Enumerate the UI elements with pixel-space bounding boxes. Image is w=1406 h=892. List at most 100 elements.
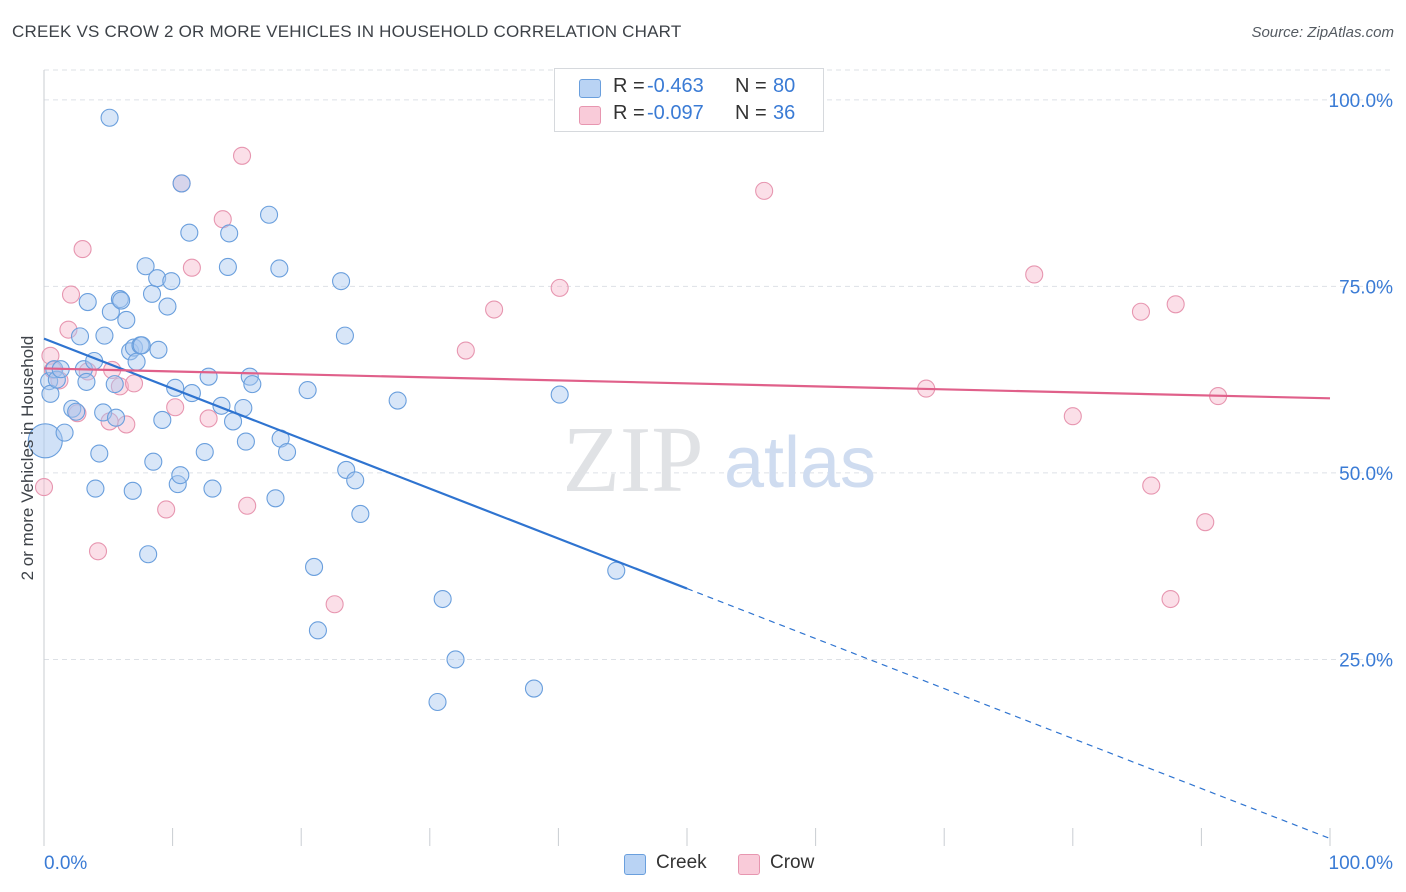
creek-point	[158, 297, 177, 316]
creek-n-value: 80	[773, 75, 796, 97]
crow-point	[238, 496, 257, 515]
creek-point	[428, 692, 447, 712]
source-label: Source: ZipAtlas.com	[1251, 24, 1394, 41]
creek-point	[172, 174, 191, 193]
crow-point	[34, 478, 54, 497]
crow-point	[124, 374, 144, 393]
creek-point	[335, 326, 354, 345]
creek-point	[243, 375, 262, 394]
creek-point	[446, 650, 465, 669]
creek-point	[337, 460, 356, 479]
creek-point	[270, 259, 289, 278]
tick-labels: 25.0% 50.0% 75.0% 100.0% 0.0% 100.0%	[44, 91, 1393, 874]
x-tick-label-max: 100.0%	[1329, 853, 1394, 874]
crow-swatch	[579, 106, 601, 125]
creek-point	[139, 545, 158, 564]
crow-point	[550, 278, 569, 297]
creek-point	[550, 385, 569, 404]
creek-point	[86, 479, 105, 498]
creek-point	[305, 557, 324, 576]
creek-point	[218, 257, 237, 277]
y-tick-label: 50.0%	[1339, 464, 1393, 485]
creek-point	[203, 479, 222, 498]
crow-point	[1142, 476, 1161, 495]
creek-point	[259, 205, 279, 224]
crow-point	[1161, 589, 1180, 609]
crow-point	[485, 300, 504, 319]
creek-point	[236, 432, 255, 451]
creek-point	[180, 223, 199, 242]
creek-point	[524, 679, 544, 698]
crow-point	[41, 346, 60, 365]
creek-point	[308, 621, 327, 640]
creek-point	[199, 367, 218, 386]
crow-point	[1131, 302, 1151, 321]
creek-swatch	[579, 79, 601, 98]
bottom-legend-creek-label: Creek	[656, 852, 707, 873]
creek-point	[171, 466, 190, 485]
crow-point	[59, 320, 78, 339]
trendlines	[43, 337, 1331, 840]
crow-point	[325, 595, 344, 614]
watermark-atlas: atlas	[724, 423, 876, 503]
crow-point	[1166, 295, 1185, 314]
creek-point	[332, 272, 351, 291]
crow-point	[1063, 407, 1082, 426]
creek-r-label: R =	[613, 75, 645, 97]
correlation-legend: R = -0.463 N = 80 R = -0.097 N = 36	[554, 68, 824, 132]
creek-point	[106, 408, 126, 427]
crow-point	[1196, 513, 1215, 532]
crow-n-value: 36	[773, 102, 796, 124]
creek-point	[127, 352, 146, 371]
crow-point	[117, 415, 136, 434]
watermark: ZIP atlas	[563, 408, 877, 512]
y-tick-label: 100.0%	[1329, 91, 1394, 112]
crow-point	[1025, 265, 1044, 284]
creek-point	[298, 381, 317, 400]
creek-point	[142, 284, 162, 303]
crow-point	[157, 500, 176, 519]
crow-point	[61, 285, 81, 304]
chart-title: CREEK VS CROW 2 OR MORE VEHICLES IN HOUS…	[12, 22, 682, 41]
creek-trendline	[43, 337, 688, 590]
creek-point	[67, 402, 86, 421]
creek-point	[433, 589, 452, 609]
y-axis-label: 2 or more Vehicles in Household	[18, 335, 37, 581]
creek-point	[70, 327, 90, 346]
creek-point	[117, 310, 136, 330]
crow-point	[755, 181, 774, 200]
crow-n-label: N =	[735, 102, 767, 124]
creek-point	[47, 370, 66, 389]
y-tick-label: 25.0%	[1339, 650, 1393, 671]
crow-point	[199, 409, 218, 428]
creek-point	[149, 340, 168, 359]
creek-point	[123, 481, 142, 500]
creek-trendline-extension	[686, 588, 1331, 840]
crow-point	[73, 240, 92, 259]
creek-point	[90, 444, 109, 463]
creek-point	[100, 108, 119, 127]
creek-point	[132, 336, 151, 355]
creek-point	[105, 375, 124, 394]
creek-point	[95, 326, 114, 345]
creek-point	[77, 372, 96, 391]
crow-trendline	[43, 367, 1331, 400]
creek-point	[148, 269, 167, 288]
creek-point	[55, 423, 74, 442]
bottom-legend-crow-swatch	[738, 854, 760, 875]
creek-point	[278, 442, 297, 462]
creek-point	[388, 391, 407, 410]
creek-point	[195, 442, 214, 462]
crow-point	[232, 146, 252, 165]
creek-point	[607, 561, 626, 580]
crow-r-value: -0.097	[647, 102, 704, 124]
creek-points	[27, 108, 626, 712]
x-tick-label-min: 0.0%	[44, 853, 87, 874]
creek-point	[266, 489, 285, 508]
creek-point	[112, 291, 131, 310]
bottom-legend-crow-label: Crow	[770, 852, 815, 873]
crow-point	[456, 341, 475, 360]
creek-point	[78, 293, 97, 312]
y-tick-label: 75.0%	[1339, 277, 1393, 298]
